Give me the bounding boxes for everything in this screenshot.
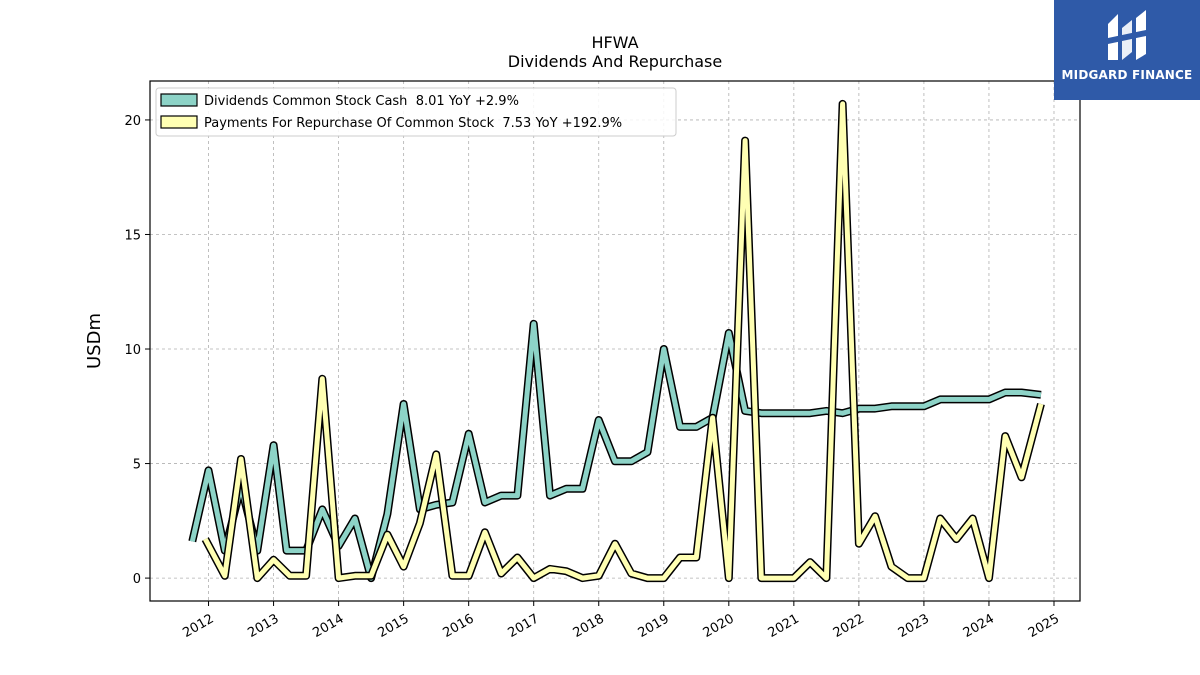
x-tick-label: 2015 (375, 611, 411, 641)
brand-logo-text: MIDGARD FINANCE (1061, 68, 1193, 82)
brand-logo: MIDGARD FINANCE (1054, 0, 1200, 100)
series-layer (188, 99, 1045, 583)
y-axis-label: USDm (84, 313, 105, 369)
x-tick-label: 2017 (506, 611, 542, 641)
x-tick-label: 2013 (245, 611, 281, 641)
y-tick-label: 0 (133, 572, 141, 587)
x-tick-label: 2021 (766, 611, 802, 641)
legend-label-dividends: Dividends Common Stock Cash 8.01 YoY +2.… (204, 94, 519, 109)
x-tick-label: 2024 (961, 611, 997, 641)
midgard-logo-icon (1108, 10, 1146, 60)
plot-frame (149, 80, 1081, 602)
y-tick-label: 5 (133, 458, 141, 473)
x-tick-label: 2019 (636, 611, 672, 641)
x-tick-label: 2023 (896, 611, 932, 641)
y-tick-label: 10 (124, 343, 141, 358)
chart-subtitle: Dividends And Repurchase (508, 52, 722, 71)
x-tick-label: 2022 (831, 611, 867, 641)
chart-title: HFWA (591, 33, 638, 52)
x-tick-label: 2018 (571, 611, 607, 641)
grid (150, 81, 1080, 601)
x-tick-label: 2025 (1026, 611, 1062, 641)
legend-box (155, 87, 677, 137)
axes: 0 5 10 15 20 2012 2013 2014 2015 2016 2017 2018 2019… (124, 114, 1062, 641)
y-tick-label: 20 (124, 114, 141, 129)
legend-swatch-repurchase (160, 115, 198, 129)
x-tick-label: 2012 (180, 611, 216, 641)
legend: Dividends Common Stock Cash 8.01 YoY +2.… (155, 87, 677, 137)
legend-label-repurchase: Payments For Repurchase Of Common Stock … (204, 116, 622, 131)
series-line-1 (203, 101, 1044, 581)
y-tick-label: 15 (124, 228, 141, 243)
x-tick-label: 2020 (701, 611, 737, 641)
legend-swatch-dividends (160, 93, 198, 107)
x-tick-label: 2014 (310, 611, 346, 641)
x-tick-label: 2016 (441, 611, 477, 641)
